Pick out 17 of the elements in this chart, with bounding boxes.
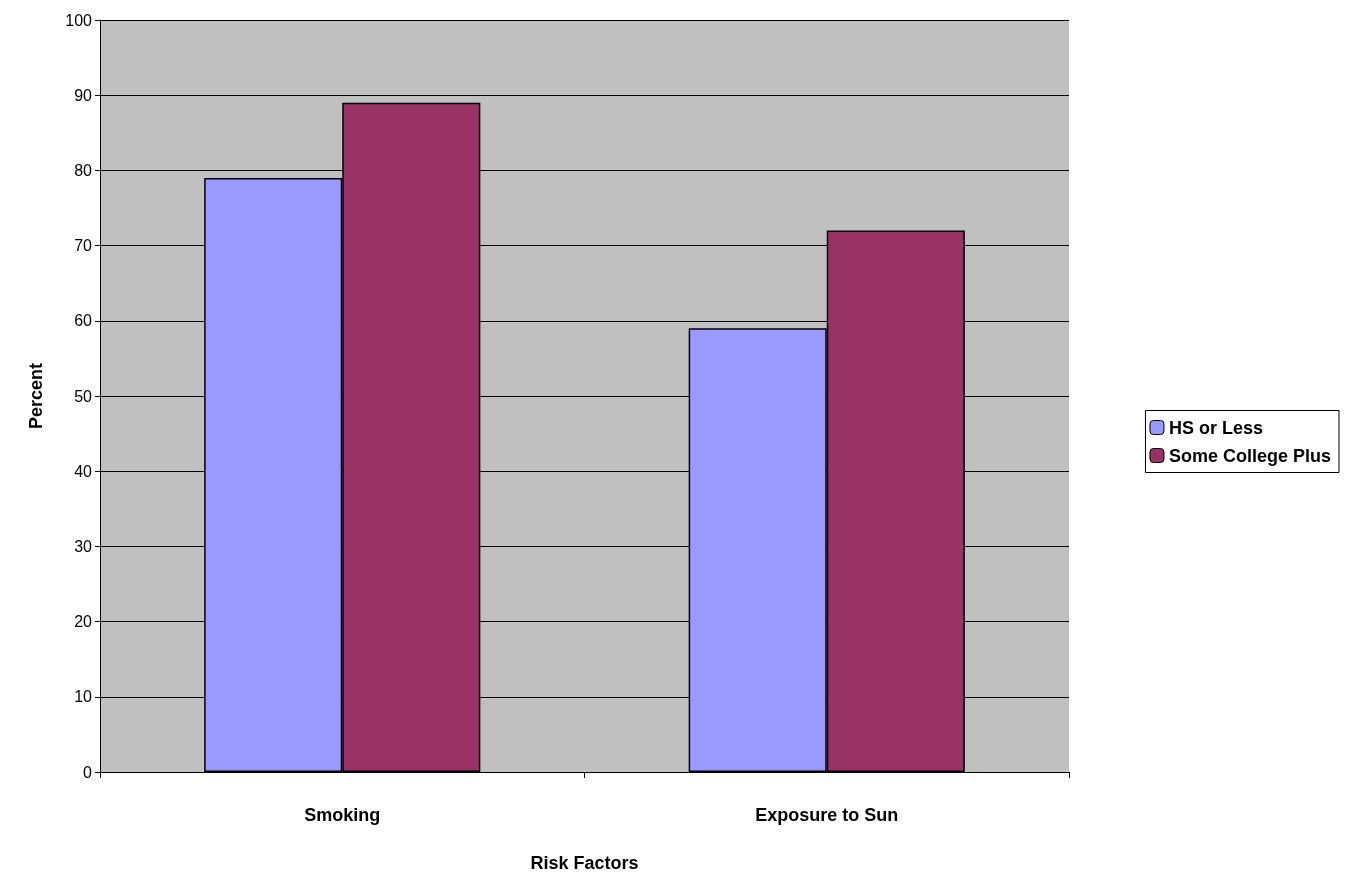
y-tick-label: 10 — [74, 688, 93, 706]
y-tick-label: 90 — [74, 86, 93, 104]
y-tick-label: 30 — [74, 537, 93, 555]
legend-label: HS or Less — [1168, 417, 1263, 438]
x-tick-label: Exposure to Sun — [755, 805, 899, 825]
y-tick-label: 0 — [83, 763, 93, 781]
y-tick-label: 60 — [74, 312, 93, 330]
x-tick-label: Smoking — [304, 805, 381, 825]
y-tick-label: 100 — [65, 11, 93, 29]
y-tick-label: 40 — [74, 462, 93, 480]
y-tick-label: 70 — [74, 237, 93, 255]
y-tick-label: 80 — [74, 161, 93, 179]
legend-label: Some College Plus — [1168, 445, 1331, 466]
x-axis-title: Risk Factors — [530, 853, 639, 873]
y-axis-title: Percent — [26, 362, 46, 430]
y-tick-label: 50 — [74, 387, 93, 405]
y-tick-label: 20 — [74, 613, 93, 631]
